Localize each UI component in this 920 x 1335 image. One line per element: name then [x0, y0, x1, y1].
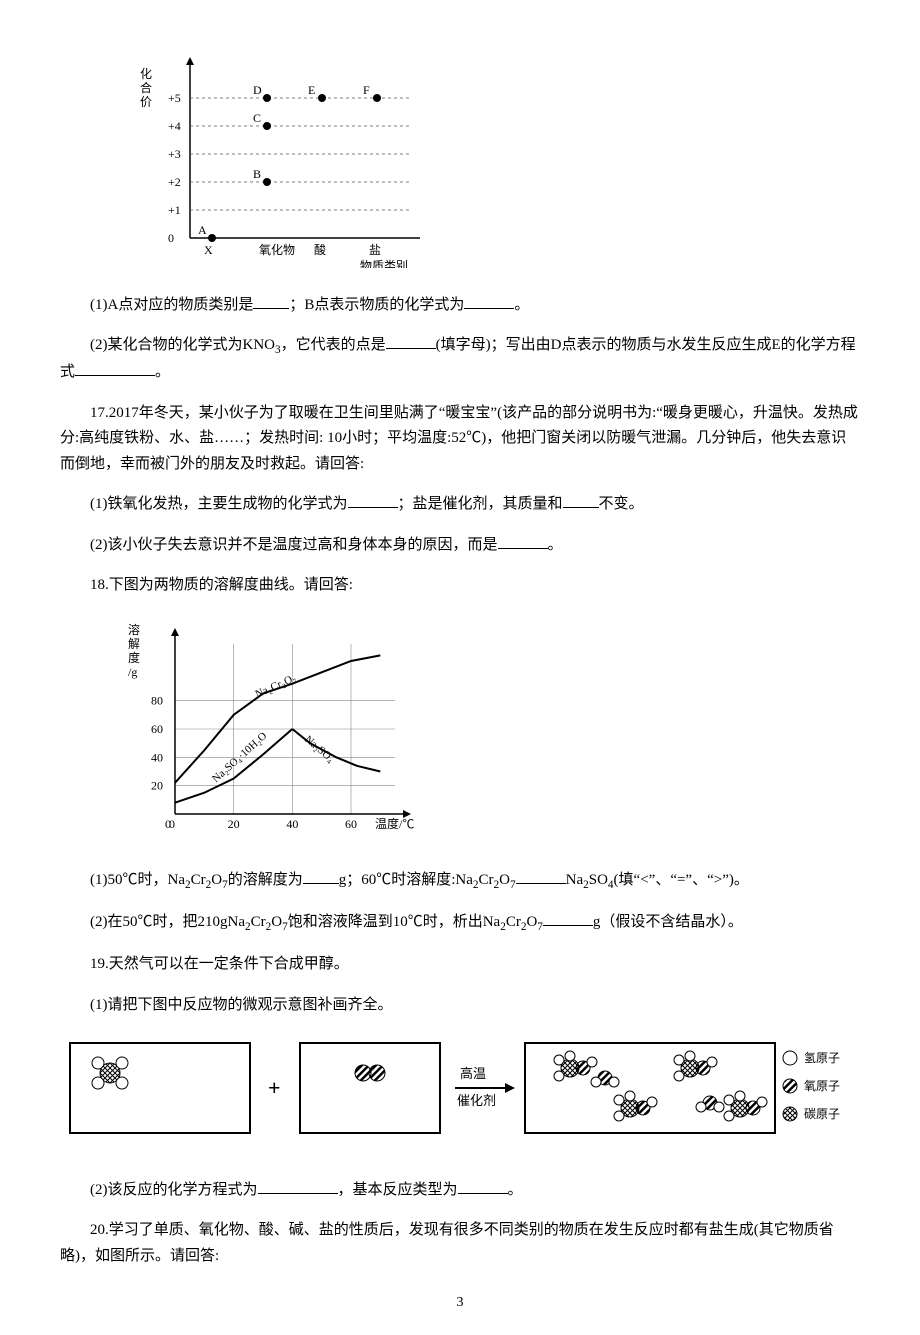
svg-text:/g: /g [128, 665, 137, 679]
svg-text:碳原子: 碳原子 [804, 1107, 840, 1121]
svg-text:20: 20 [228, 817, 240, 831]
chart1-svg: 化合价 0 +1 +2 +3 +4 +5 X 氧化物 酸 盐物质类别 A B CD E F [120, 48, 420, 268]
svg-text:40: 40 [151, 750, 163, 764]
q18-2c: g（假设不含结晶水）。 [593, 914, 743, 930]
svg-text:合: 合 [140, 80, 152, 95]
blank [516, 868, 566, 884]
q16-1a: (1)A点对应的物质类别是 [90, 297, 253, 313]
svg-text:氧化物: 氧化物 [259, 243, 295, 257]
q16-1b: ；B点表示物质的化学式为 [289, 297, 464, 313]
q17-2a: (2)该小伙子失去意识并不是温度过高和身体本身的原因，而是 [90, 537, 498, 553]
chart2-container: 020406020406080溶解度/g温度/℃0Na₂Cr₂O₇Na₂SO₄·… [120, 614, 860, 854]
blank [464, 293, 514, 309]
svg-text:80: 80 [151, 693, 163, 707]
q16-line2: (2)某化合物的化学式为KNO3，它代表的点是(填字母)；写出由D点表示的物质与… [60, 333, 860, 386]
blank [75, 360, 155, 376]
svg-text:+: + [268, 1075, 281, 1100]
svg-text:温度/℃: 温度/℃ [375, 816, 414, 831]
svg-text:F: F [363, 83, 370, 97]
blank [498, 533, 548, 549]
svg-text:+3: +3 [168, 147, 181, 161]
svg-text:化: 化 [140, 67, 152, 81]
svg-text:+4: +4 [168, 119, 181, 133]
svg-text:C: C [253, 111, 261, 125]
q18-l1: (1)50℃时，Na2Cr2O7的溶解度为g；60℃时溶解度:Na2Cr2O7N… [60, 868, 860, 895]
svg-text:20: 20 [151, 778, 163, 792]
q16-2d: 。 [155, 364, 170, 380]
blank [563, 492, 599, 508]
q18-1e: (填“<”、“=”、“>”)。 [614, 872, 749, 888]
q18-1d: Na [566, 872, 584, 888]
svg-text:+2: +2 [168, 175, 181, 189]
q17-l2: (2)该小伙子失去意识并不是温度过高和身体本身的原因，而是 。 [60, 533, 860, 559]
q17-1a: (1)铁氧化发热，主要生成物的化学式为 [90, 496, 348, 512]
q16-line1: (1)A点对应的物质类别是 ；B点表示物质的化学式为 。 [60, 293, 860, 319]
svg-text:40: 40 [286, 817, 298, 831]
blank [258, 1178, 338, 1194]
svg-text:Na₂SO₄: Na₂SO₄ [302, 733, 336, 765]
svg-text:氢原子: 氢原子 [804, 1050, 840, 1065]
svg-text:解: 解 [128, 637, 140, 651]
svg-text:价: 价 [140, 95, 152, 109]
q18-l2: (2)在50℃时，把210gNa2Cr2O7饱和溶液降温到10℃时，析出Na2C… [60, 910, 860, 937]
q17-1c: 不变。 [599, 496, 644, 512]
blank [303, 868, 339, 884]
svg-text:E: E [308, 83, 315, 97]
svg-text:0: 0 [168, 231, 174, 245]
svg-text:60: 60 [151, 722, 163, 736]
svg-text:+5: +5 [168, 91, 181, 105]
q17-2b: 。 [548, 537, 563, 553]
blank [458, 1178, 508, 1194]
svg-text:盐: 盐 [369, 243, 381, 257]
q17-l1: (1)铁氧化发热，主要生成物的化学式为 ；盐是催化剂，其质量和 不变。 [60, 492, 860, 518]
svg-text:酸: 酸 [314, 242, 326, 257]
svg-text:度: 度 [128, 650, 140, 665]
svg-text:催化剂: 催化剂 [457, 1093, 496, 1108]
svg-text:氧原子: 氧原子 [804, 1079, 840, 1093]
chart2-svg: 020406020406080溶解度/g温度/℃0Na₂Cr₂O₇Na₂SO₄·… [120, 614, 420, 844]
q16-2a: (2)某化合物的化学式为KNO [90, 337, 275, 353]
q18-1c: g；60℃时溶解度:Na [339, 872, 473, 888]
q17-head: 17.2017年冬天，某小伙子为了取暖在卫生间里贴满了“暖宝宝”(该产品的部分说… [60, 401, 860, 478]
q18-2b: 饱和溶液降温到10℃时，析出Na [288, 914, 501, 930]
svg-text:X: X [204, 243, 213, 257]
q16-1c: 。 [514, 297, 529, 313]
page-number: 3 [60, 1291, 860, 1315]
svg-text:物质类别: 物质类别 [360, 259, 408, 268]
q19-2a: (2)该反应的化学方程式为 [90, 1182, 258, 1198]
svg-text:B: B [253, 167, 261, 181]
q17-1b: ；盐是催化剂，其质量和 [398, 496, 563, 512]
reaction-svg: + 高温催化剂 氢原子氧原子碳原子 [60, 1033, 860, 1153]
q19-l2: (2)该反应的化学方程式为 ，基本反应类型为 。 [60, 1178, 860, 1204]
svg-text:0: 0 [165, 817, 171, 831]
svg-text:高温: 高温 [460, 1066, 486, 1081]
svg-text:D: D [253, 83, 262, 97]
q18-1b: 的溶解度为 [228, 872, 303, 888]
q19-2b: ，基本反应类型为 [338, 1182, 458, 1198]
q18-1a: (1)50℃时，Na [90, 872, 185, 888]
blank [543, 910, 593, 926]
q16-2b: ，它代表的点是 [281, 337, 386, 353]
q19-head: 19.天然气可以在一定条件下合成甲醇。 [60, 952, 860, 978]
blank [386, 333, 436, 349]
q18-2a: (2)在50℃时，把210gNa [90, 914, 245, 930]
svg-text:+1: +1 [168, 203, 181, 217]
q18-head: 18.下图为两物质的溶解度曲线。请回答: [60, 573, 860, 599]
q20-head: 20.学习了单质、氧化物、酸、碱、盐的性质后，发现有很多不同类别的物质在发生反应… [60, 1218, 860, 1269]
q19-2c: 。 [508, 1182, 523, 1198]
svg-text:Na₂Cr₂O₇: Na₂Cr₂O₇ [253, 672, 298, 701]
reaction-diagram: + 高温催化剂 氢原子氧原子碳原子 [60, 1033, 860, 1163]
chart1-container: 化合价 0 +1 +2 +3 +4 +5 X 氧化物 酸 盐物质类别 A B CD E F [120, 48, 860, 278]
svg-text:溶: 溶 [128, 622, 140, 637]
blank [348, 492, 398, 508]
svg-text:60: 60 [345, 817, 357, 831]
q19-l1: (1)请把下图中反应物的微观示意图补画齐全。 [60, 993, 860, 1019]
svg-text:A: A [198, 223, 207, 237]
blank [253, 293, 289, 309]
